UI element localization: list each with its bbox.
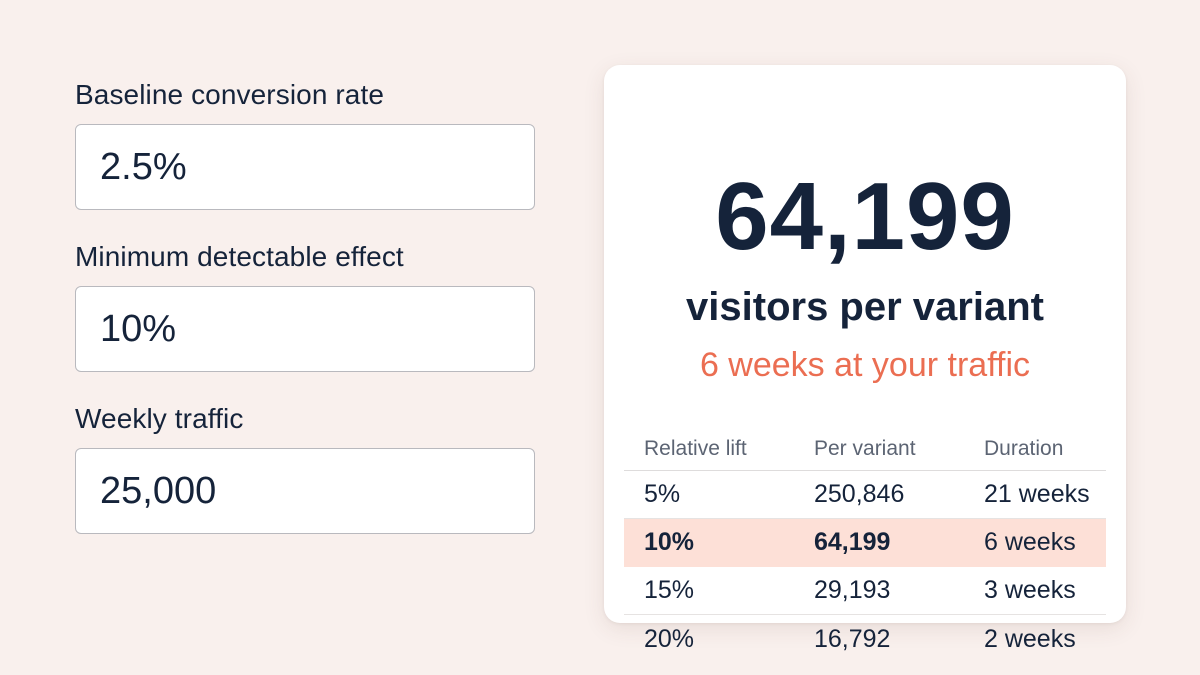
- header-relative-lift: Relative lift: [644, 436, 747, 460]
- header-per-variant: Per variant: [814, 436, 916, 460]
- lift-cell: 5%: [644, 480, 681, 508]
- table-row[interactable]: 5% 250,846 21 weeks: [624, 471, 1106, 519]
- duration-cell: 6 weeks: [984, 528, 1076, 556]
- duration-cell: 2 weeks: [984, 624, 1076, 653]
- table-row[interactable]: 15% 29,193 3 weeks: [624, 567, 1106, 615]
- mde-label: Minimum detectable effect: [75, 241, 404, 272]
- traffic-input[interactable]: [75, 448, 535, 534]
- sample-size-number: 64,199: [715, 163, 1015, 270]
- baseline-field: Baseline conversion rate: [75, 78, 535, 210]
- result-card: 64,199 visitors per variant 6 weeks at y…: [604, 65, 1126, 653]
- table-header: Relative lift Per variant Duration: [624, 427, 1106, 471]
- lift-cell: 20%: [644, 624, 695, 653]
- per-variant-cell: 250,846: [814, 480, 905, 508]
- duration-cell: 3 weeks: [984, 576, 1076, 604]
- header-duration: Duration: [984, 436, 1064, 460]
- duration-cell: 21 weeks: [984, 480, 1090, 508]
- lift-cell: 10%: [644, 528, 695, 556]
- result-headline: visitors per variant: [686, 285, 1044, 329]
- table-row[interactable]: 20% 16,792 2 weeks: [624, 615, 1106, 663]
- mde-input[interactable]: [75, 286, 535, 372]
- duration-subline: 6 weeks at your traffic: [699, 346, 1031, 384]
- mde-field: Minimum detectable effect: [75, 240, 535, 372]
- table-row-selected[interactable]: 10% 64,199 6 weeks: [624, 519, 1106, 567]
- traffic-field: Weekly traffic: [75, 402, 535, 534]
- input-form: Baseline conversion rate Minimum detecta…: [75, 78, 535, 564]
- baseline-label: Baseline conversion rate: [75, 79, 385, 110]
- lift-table: Relative lift Per variant Duration 5% 25…: [624, 427, 1106, 663]
- per-variant-cell: 16,792: [814, 624, 891, 653]
- per-variant-cell: 64,199: [814, 528, 891, 556]
- lift-cell: 15%: [644, 576, 695, 604]
- per-variant-cell: 29,193: [814, 576, 891, 604]
- traffic-label: Weekly traffic: [75, 403, 244, 434]
- baseline-input[interactable]: [75, 124, 535, 210]
